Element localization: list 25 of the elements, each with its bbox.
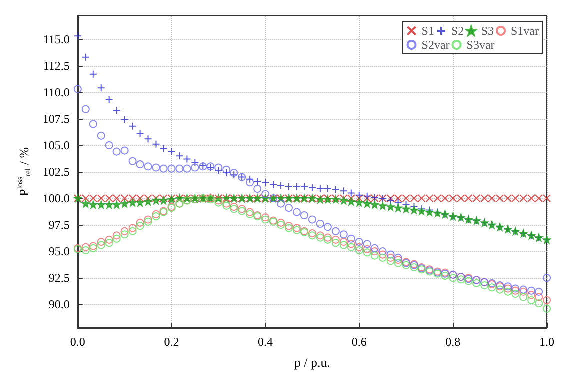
x-tick-label: 1.0: [540, 335, 554, 349]
legend-label: S2: [451, 24, 464, 38]
y-tick-label: 107.5: [42, 112, 70, 126]
y-tick-label: 97.5: [48, 218, 70, 232]
legend-label: S1var: [511, 24, 540, 38]
y-tick-label: 105.0: [42, 138, 70, 152]
y-axis-title: Plossrel / %: [16, 147, 32, 197]
x-tick-label: 0.2: [164, 335, 180, 349]
y-tick-label: 90.0: [48, 298, 70, 312]
x-tick-label: 0.0: [70, 335, 86, 349]
x-axis-title: p / p.u.: [294, 355, 331, 370]
x-tick-label: 0.8: [446, 335, 461, 349]
y-tick-label: 102.5: [42, 165, 70, 179]
legend-label: S3: [481, 24, 494, 38]
y-tick-label: 100.0: [42, 192, 70, 206]
y-tick-label: 92.5: [48, 271, 70, 286]
x-tick-label: 0.6: [352, 335, 367, 349]
y-tick-label: 115.0: [43, 32, 70, 46]
x-tick-label: 0.4: [258, 335, 274, 349]
y-tick-label: 112.5: [43, 58, 70, 73]
legend-label: S1: [422, 24, 434, 38]
y-tick-label: 110.0: [43, 85, 70, 100]
y-tick-label: 95.0: [48, 244, 70, 259]
legend-label: S2var: [422, 38, 450, 52]
legend-label: S3var: [466, 38, 495, 52]
